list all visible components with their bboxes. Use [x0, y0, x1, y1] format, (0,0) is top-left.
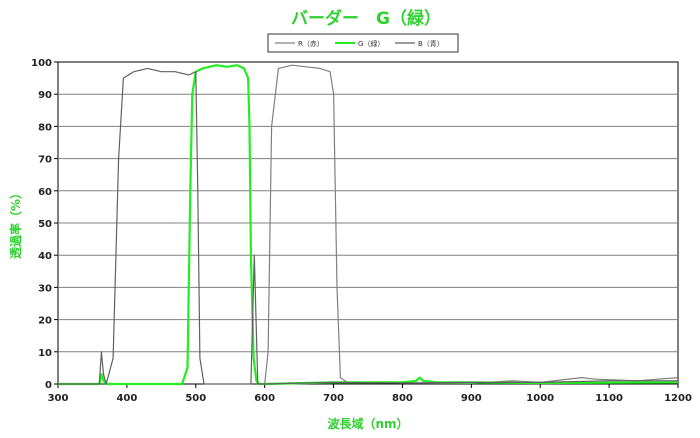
x-tick-label: 1000 — [526, 393, 554, 404]
blue-series-line — [58, 67, 678, 385]
y-tick-label: 20 — [38, 316, 52, 327]
x-tick-label: 300 — [48, 393, 69, 404]
x-tick-label: 700 — [323, 393, 344, 404]
x-tick-label: 800 — [392, 393, 413, 404]
x-tick-label: 400 — [116, 393, 137, 404]
legend-item-green: G（緑） — [335, 39, 384, 48]
x-tick-label: 600 — [254, 393, 275, 404]
x-tick-label: 1200 — [664, 393, 692, 404]
legend-label: G（緑） — [358, 39, 384, 48]
legend: R（赤） G（緑） B（青） — [267, 33, 459, 53]
legend-label: R（赤） — [298, 40, 324, 48]
gridlines — [58, 93, 678, 353]
y-tick-label: 50 — [38, 219, 52, 230]
green-series-line — [58, 64, 679, 386]
y-tick-label: 70 — [38, 155, 52, 166]
x-tick-label: 1100 — [595, 393, 623, 404]
x-axis-ticks: 300 400 500 600 700 800 900 1000 1100 1200 — [48, 384, 692, 404]
y-tick-label: 30 — [38, 283, 52, 294]
chart-title: バーダー G（緑） — [291, 8, 441, 29]
red-series-line — [264, 64, 679, 385]
y-tick-label: 0 — [45, 380, 52, 391]
y-axis-label: 透過率（%） — [8, 187, 23, 259]
y-tick-label: 40 — [38, 251, 52, 262]
x-tick-label: 500 — [185, 393, 206, 404]
legend-item-blue: B（青） — [395, 39, 444, 48]
series-lines — [58, 64, 679, 386]
y-tick-label: 90 — [38, 90, 52, 101]
legend-box — [267, 33, 459, 53]
y-tick-label: 10 — [38, 348, 52, 359]
y-tick-label: 80 — [38, 122, 52, 133]
x-axis-label: 波長域（nm） — [327, 416, 408, 431]
y-axis-ticks: 0 10 20 30 40 50 60 70 80 90 100 — [31, 58, 58, 391]
x-tick-label: 900 — [461, 393, 482, 404]
legend-item-red: R（赤） — [275, 40, 324, 48]
y-tick-label: 60 — [38, 187, 52, 198]
y-tick-label: 100 — [31, 58, 52, 69]
legend-label: B（青） — [418, 39, 444, 48]
